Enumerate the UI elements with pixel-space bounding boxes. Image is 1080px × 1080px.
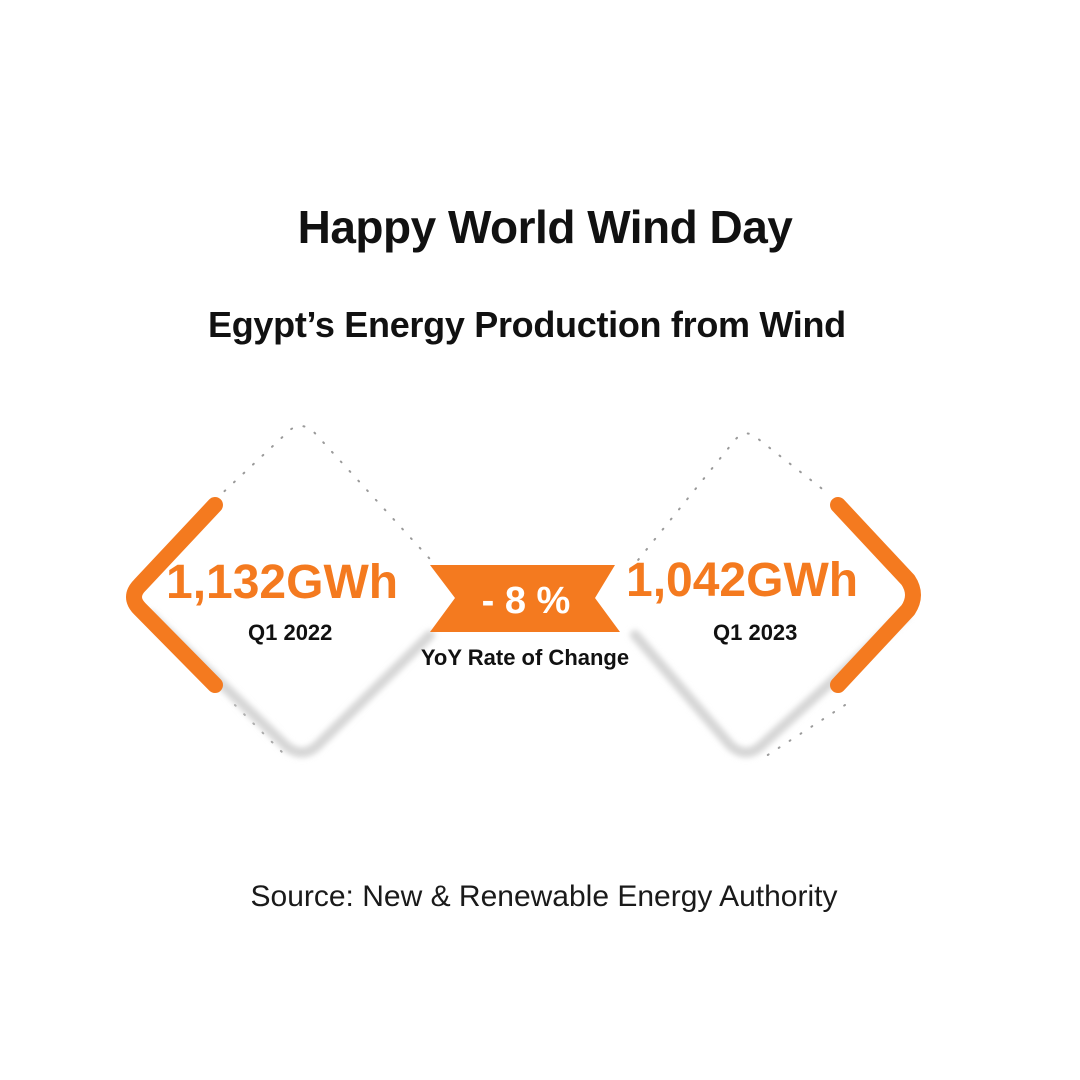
- right-diamond-shadow: [630, 610, 910, 758]
- right-value: 1,042GWh: [626, 554, 859, 607]
- right-period: Q1 2023: [713, 620, 798, 645]
- change-label: YoY Rate of Change: [420, 645, 630, 670]
- left-diamond-shadow: [145, 610, 435, 758]
- change-ribbon: [430, 565, 620, 632]
- source-note: Source: New & Renewable Energy Authority: [250, 880, 838, 913]
- change-value: - 8 %: [481, 580, 571, 622]
- page-subtitle: Egypt’s Energy Production from Wind: [208, 304, 846, 345]
- left-period: Q1 2022: [248, 620, 333, 645]
- left-orange-chevron: [126, 497, 223, 693]
- left-diamond-outline: [214, 425, 441, 761]
- right-orange-chevron: [830, 497, 921, 693]
- left-value: 1,132GWh: [166, 556, 399, 609]
- page-title: Happy World Wind Day: [297, 201, 793, 253]
